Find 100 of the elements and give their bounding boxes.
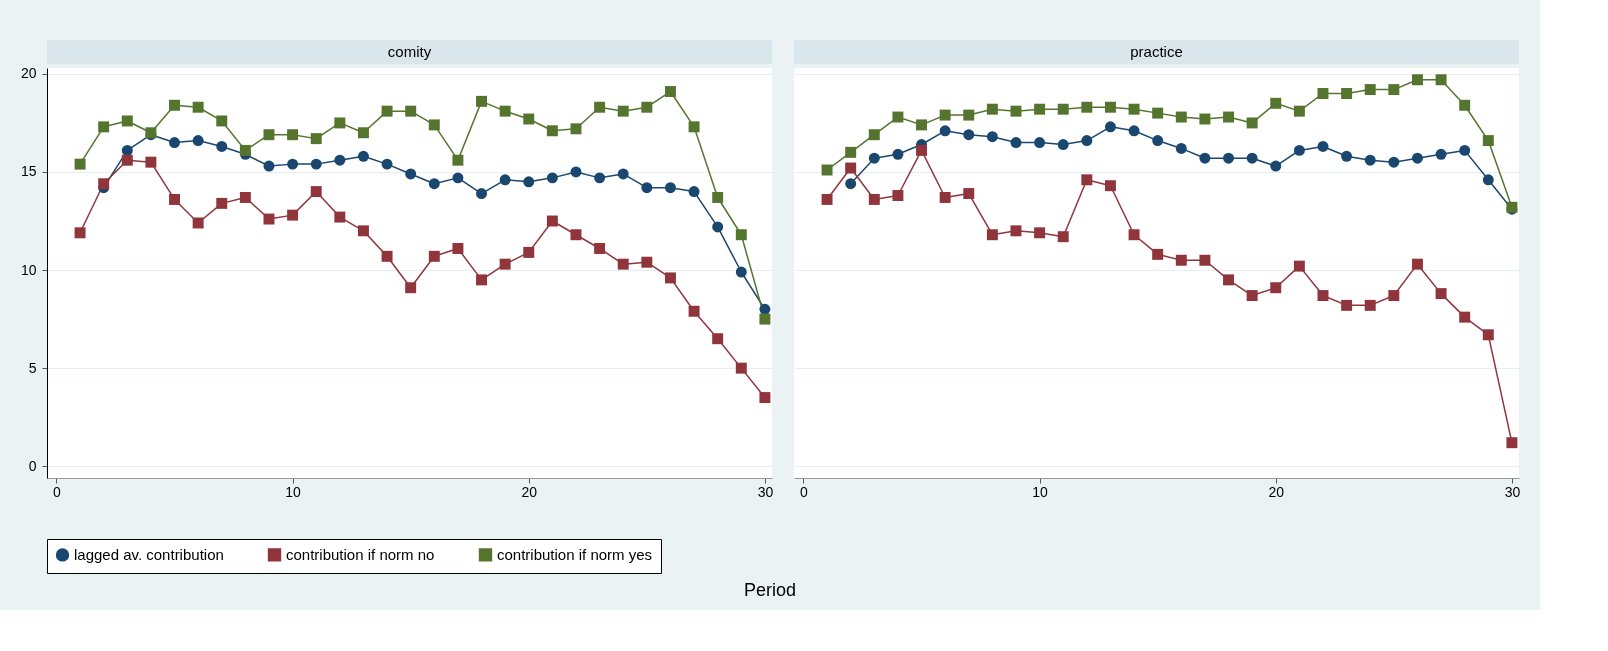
point (1246, 290, 1258, 302)
point (1364, 299, 1376, 311)
point (1175, 111, 1187, 123)
point (239, 144, 251, 156)
point (1388, 156, 1400, 168)
point (192, 135, 204, 147)
point (499, 105, 511, 117)
x-axis-title: Period (744, 579, 797, 600)
chart-title: comity (387, 43, 432, 60)
point (1341, 299, 1353, 311)
point (1223, 152, 1234, 164)
point (712, 333, 724, 345)
point (1223, 111, 1234, 123)
point (523, 113, 535, 125)
point (735, 229, 747, 241)
point (712, 221, 724, 233)
point (381, 158, 393, 170)
chart-title: practice (1130, 43, 1183, 60)
point (169, 137, 180, 149)
point (1270, 97, 1282, 109)
point (239, 192, 251, 203)
point (405, 105, 417, 117)
point (287, 158, 299, 170)
point (986, 131, 998, 143)
point (1199, 113, 1211, 125)
point (452, 172, 464, 184)
point (759, 313, 771, 325)
point (963, 109, 975, 121)
point (641, 182, 653, 194)
y-tick-label: 5 (28, 359, 37, 376)
point (1152, 248, 1164, 260)
point (1317, 141, 1329, 152)
point (1199, 152, 1211, 164)
y-tick-label: 20 (20, 65, 37, 82)
point (499, 258, 511, 270)
point (570, 166, 582, 178)
point (1293, 105, 1305, 117)
point (357, 150, 369, 162)
x-tick-label: 0 (53, 483, 62, 500)
point (1081, 101, 1093, 113)
point (405, 282, 417, 294)
point (963, 129, 975, 141)
point (428, 250, 440, 262)
point (1506, 437, 1518, 449)
point (1388, 290, 1400, 302)
point (1034, 103, 1046, 115)
point (1175, 142, 1187, 154)
point (121, 144, 133, 156)
point (1435, 288, 1447, 300)
point (1152, 135, 1164, 147)
point (121, 154, 133, 166)
point (1034, 137, 1046, 149)
point (1341, 150, 1353, 162)
point (263, 213, 275, 225)
point (357, 127, 369, 139)
point (216, 141, 228, 152)
point (1293, 144, 1305, 156)
point (1459, 144, 1471, 156)
point (523, 176, 535, 188)
point (546, 215, 558, 227)
point (476, 95, 487, 107)
point (1459, 99, 1471, 111)
point (1128, 103, 1140, 115)
point (1317, 88, 1329, 99)
point (868, 152, 880, 164)
point (735, 362, 747, 374)
point (1175, 254, 1187, 266)
point (428, 119, 440, 131)
point (986, 103, 998, 115)
point (546, 172, 558, 184)
point (939, 125, 951, 137)
point (546, 125, 558, 137)
y-tick-label: 15 (20, 163, 37, 180)
point (1459, 311, 1471, 323)
point (1010, 105, 1022, 117)
point (98, 178, 110, 190)
legend-label: contribution if norm no (286, 545, 435, 563)
point (1057, 103, 1069, 115)
point (216, 197, 228, 209)
point (688, 305, 700, 317)
point (868, 193, 880, 205)
point (452, 243, 464, 254)
point (523, 246, 535, 258)
point (1435, 148, 1447, 160)
point (986, 229, 998, 241)
point (216, 115, 228, 127)
point (334, 154, 346, 166)
point (821, 164, 833, 176)
point (74, 227, 86, 239)
point (845, 162, 857, 174)
point (939, 109, 951, 121)
point (192, 101, 204, 113)
point (712, 192, 724, 203)
x-tick-label: 30 (1504, 483, 1521, 500)
point (1081, 135, 1093, 147)
point (868, 129, 880, 141)
point (192, 217, 204, 229)
x-tick-label: 0 (800, 483, 809, 500)
point (310, 158, 322, 170)
point (1411, 74, 1423, 86)
